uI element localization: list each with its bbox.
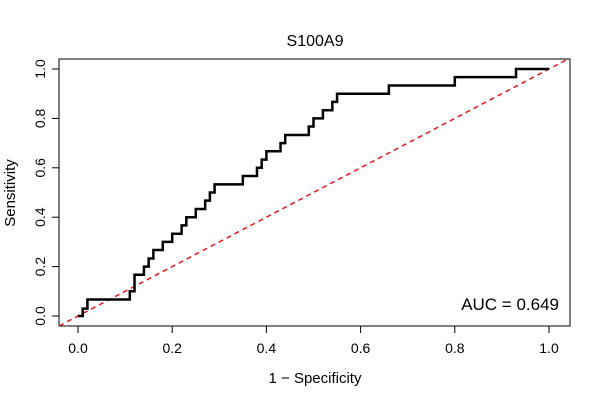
- reference-diagonal-line: [58, 58, 569, 327]
- y-tick-label: 0.2: [32, 257, 48, 277]
- y-tick-label: 0.8: [32, 108, 48, 128]
- y-tick-label: 0.4: [32, 207, 48, 227]
- x-tick-label: 0.4: [257, 340, 277, 356]
- x-tick-label: 0.0: [68, 340, 88, 356]
- y-tick-label: 1.0: [32, 59, 48, 79]
- y-tick-label: 0.6: [32, 158, 48, 178]
- x-axis: 0.0 0.2 0.4 0.6 0.8 1.0: [68, 325, 559, 356]
- x-tick-label: 0.2: [162, 340, 182, 356]
- roc-curve-line: [78, 67, 549, 318]
- x-tick-label: 0.6: [351, 340, 371, 356]
- chart-title: S100A9: [287, 33, 344, 50]
- x-tick-label: 0.8: [445, 340, 465, 356]
- y-axis-label: Sensitivity: [2, 159, 19, 227]
- x-axis-label: 1 − Specificity: [269, 370, 362, 387]
- y-axis: 0.0 0.2 0.4 0.6 0.8 1.0: [32, 59, 60, 326]
- x-tick-label: 1.0: [539, 340, 559, 356]
- y-tick-label: 0.0: [32, 306, 48, 326]
- auc-annotation: AUC = 0.649: [461, 295, 559, 314]
